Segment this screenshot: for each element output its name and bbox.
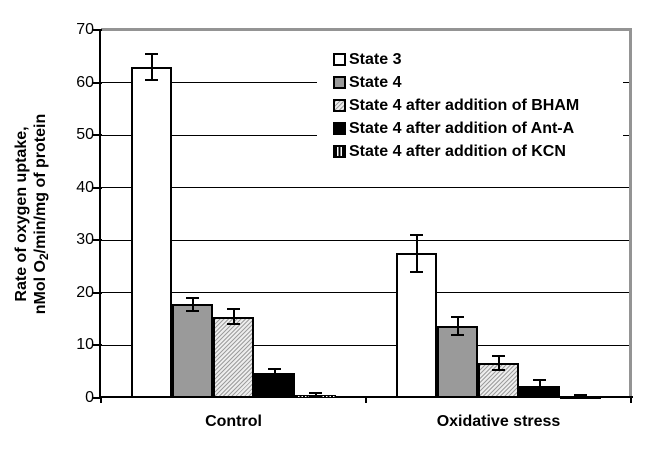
y-tick-mark: [93, 397, 102, 399]
legend-swatch-icon: [333, 76, 346, 89]
x-tick-mark: [630, 398, 632, 403]
legend: State 3 State 4 State 4 after addition of …: [317, 45, 623, 167]
error-bar-cap: [533, 390, 546, 393]
error-bar-cap: [227, 322, 240, 325]
y-tick-mark: [93, 291, 102, 294]
error-bar-line: [314, 393, 317, 397]
bar: [131, 66, 172, 398]
y-tick-mark: [93, 29, 102, 31]
legend-swatch-icon: [333, 53, 346, 66]
error-bar-cap: [574, 394, 587, 397]
legend-item-label: State 4 after addition of KCN: [349, 142, 566, 160]
legend-item-label: State 3: [349, 50, 402, 68]
error-bar-cap: [574, 397, 587, 399]
error-bar-cap: [145, 78, 158, 81]
error-bar-cap: [451, 333, 464, 336]
category-label-control: Control: [205, 413, 262, 430]
y-tick-label: 10: [76, 336, 94, 354]
error-bar-line: [232, 309, 235, 324]
category-label-oxidative-stress: Oxidative stress: [436, 413, 561, 430]
error-bar-cap: [186, 309, 199, 312]
y-axis-title-line2: nMol O2/min/mg of protein: [32, 113, 51, 315]
error-bar-cap: [533, 379, 546, 382]
error-bar-cap: [451, 316, 464, 319]
y-tick-label: 20: [76, 283, 94, 301]
y-tick-label: 30: [76, 231, 94, 249]
y-axis-line: [99, 30, 101, 398]
error-bar-cap: [309, 395, 322, 398]
error-bar-cap: [268, 376, 281, 379]
x-tick-mark: [365, 398, 367, 403]
gridline: [101, 344, 631, 346]
y-tick-label: 60: [76, 73, 94, 91]
y-tick-label: 40: [76, 178, 94, 196]
error-bar-cap: [492, 354, 505, 357]
y-tick-mark: [93, 344, 102, 347]
legend-swatch-icon: [333, 99, 346, 112]
subscript-2: 2: [37, 253, 51, 261]
gridline: [101, 239, 631, 241]
error-bar-cap: [186, 297, 199, 300]
y-tick-label: 50: [76, 126, 94, 144]
legend-item-label: State 4: [349, 73, 402, 91]
legend-item: State 4: [333, 71, 623, 94]
y-tick-label: 0: [85, 389, 94, 406]
error-bar-cap: [410, 271, 423, 274]
legend-item: State 4 after addition of KCN: [333, 140, 623, 163]
error-bar-line: [456, 317, 459, 335]
x-axis-line: [99, 396, 633, 398]
legend-item: State 3: [333, 48, 623, 71]
error-bar-line: [538, 380, 541, 392]
gridline: [101, 292, 631, 294]
error-bar-line: [273, 369, 276, 378]
y-tick-mark: [93, 134, 102, 137]
error-bar-line: [150, 53, 153, 80]
legend-item: State 4 after addition of Ant-A: [333, 117, 623, 140]
error-bar-line: [191, 298, 194, 311]
error-bar-cap: [309, 392, 322, 394]
error-bar-cap: [227, 308, 240, 311]
bar: [172, 304, 213, 398]
y-axis-title-line1: Rate of oxygen uptake,: [13, 126, 30, 302]
error-bar-line: [579, 395, 582, 398]
gridline: [101, 187, 631, 189]
y-tick-label: 70: [76, 21, 94, 38]
error-bar-cap: [145, 52, 158, 55]
bar: [478, 362, 519, 398]
legend-item-label: State 4 after addition of Ant-A: [349, 119, 575, 137]
x-tick-mark: [100, 398, 102, 403]
y-axis-title: Rate of oxygen uptake, nMol O2/min/mg of…: [12, 94, 51, 334]
y-tick-mark: [93, 81, 102, 84]
legend-swatch-icon: [333, 145, 346, 158]
error-bar-cap: [410, 233, 423, 236]
y-tick-mark: [93, 239, 102, 242]
legend-swatch-icon: [333, 122, 346, 135]
error-bar-cap: [268, 368, 281, 371]
bar: [396, 253, 437, 398]
error-bar-cap: [492, 368, 505, 371]
bar: [437, 325, 478, 398]
legend-item: State 4 after addition of BHAM: [333, 94, 623, 117]
y-tick-mark: [93, 186, 102, 189]
legend-item-label: State 4 after addition of BHAM: [349, 96, 580, 114]
error-bar-line: [415, 234, 418, 273]
bar: [213, 316, 254, 398]
error-bar-line: [497, 355, 500, 370]
